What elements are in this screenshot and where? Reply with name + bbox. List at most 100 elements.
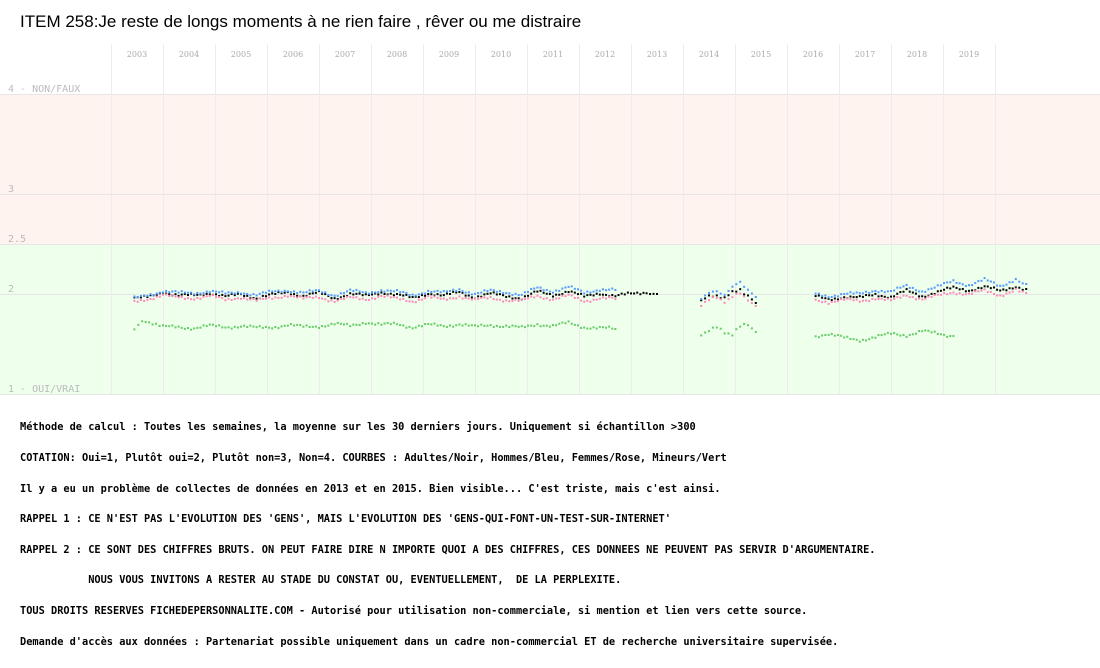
- data-point: [561, 294, 564, 297]
- data-point: [523, 297, 526, 300]
- data-point: [374, 323, 377, 326]
- data-point: [318, 289, 320, 292]
- data-point: [523, 291, 526, 294]
- data-point: [936, 293, 939, 296]
- data-point: [583, 292, 586, 295]
- data-point: [349, 292, 352, 295]
- data-point: [505, 292, 508, 295]
- data-point: [968, 292, 970, 295]
- data-point: [261, 294, 264, 297]
- chart-canvas: 4 - NON/FAUX 3 2.5 2 1 - OUI/VRAI 2003 2004 200…: [0, 12, 1100, 647]
- data-point: [735, 292, 738, 295]
- data-point: [964, 285, 967, 288]
- data-point: [1021, 288, 1024, 291]
- data-point: [392, 290, 395, 293]
- data-point: [193, 293, 196, 296]
- data-point: [498, 325, 501, 328]
- data-point: [177, 325, 180, 328]
- data-point: [595, 289, 598, 292]
- chart-title: ITEM 258:Je reste de longs moments à ne …: [20, 12, 582, 31]
- data-point: [205, 290, 208, 293]
- data-point: [483, 289, 486, 292]
- data-point: [1014, 278, 1017, 281]
- x-tick-label: 2008: [387, 50, 407, 59]
- data-point: [324, 293, 327, 296]
- data-point: [455, 289, 458, 292]
- data-point: [392, 294, 395, 297]
- data-point: [436, 293, 439, 296]
- data-point: [570, 285, 573, 288]
- data-point: [133, 295, 136, 298]
- data-point: [520, 298, 523, 301]
- data-point: [727, 294, 730, 297]
- data-point: [601, 326, 604, 329]
- data-point: [719, 292, 722, 295]
- data-point: [1021, 282, 1024, 285]
- data-point: [489, 295, 492, 298]
- data-point: [723, 296, 726, 299]
- data-point: [611, 296, 614, 299]
- data-point: [896, 296, 899, 299]
- data-point: [349, 296, 352, 299]
- data-point: [218, 295, 221, 298]
- data-point: [333, 323, 336, 326]
- data-point: [586, 299, 589, 302]
- data-point: [921, 295, 924, 298]
- data-point: [896, 286, 899, 289]
- data-point: [865, 299, 868, 302]
- data-point: [296, 323, 299, 326]
- data-point: [414, 294, 417, 297]
- data-point: [264, 295, 267, 298]
- data-point: [467, 297, 470, 300]
- data-point: [264, 291, 267, 294]
- data-point: [230, 298, 233, 301]
- data-point: [883, 333, 886, 336]
- data-point: [849, 291, 852, 294]
- data-point: [505, 299, 508, 302]
- data-point: [249, 297, 252, 300]
- data-point: [299, 324, 302, 327]
- data-point: [414, 301, 417, 304]
- data-point: [817, 292, 820, 295]
- data-point: [352, 290, 355, 293]
- data-point: [833, 294, 836, 297]
- data-point: [249, 324, 252, 327]
- data-point: [205, 295, 208, 298]
- data-point: [133, 299, 136, 302]
- data-point: [449, 292, 452, 295]
- data-point: [955, 293, 958, 296]
- data-point: [261, 297, 264, 300]
- data-point: [311, 290, 314, 293]
- data-point: [827, 297, 830, 300]
- data-point: [905, 284, 908, 287]
- data-point: [623, 293, 626, 296]
- data-point: [355, 292, 358, 295]
- data-point: [874, 298, 877, 301]
- data-point: [177, 291, 180, 294]
- data-point: [986, 285, 989, 288]
- data-point: [299, 290, 302, 293]
- data-point: [555, 324, 558, 327]
- data-point: [1011, 290, 1014, 293]
- data-point: [719, 297, 722, 300]
- data-point: [542, 291, 545, 294]
- x-tick-label: 2011: [543, 50, 563, 59]
- data-point: [539, 296, 542, 299]
- data-point: [221, 297, 224, 300]
- data-point: [168, 291, 171, 294]
- data-point: [502, 292, 505, 295]
- data-point: [502, 300, 505, 303]
- data-point: [933, 294, 936, 297]
- data-point: [364, 293, 367, 296]
- data-point: [215, 293, 218, 296]
- data-point: [614, 295, 617, 298]
- data-point: [996, 284, 999, 287]
- data-point: [952, 285, 955, 288]
- data-point: [626, 291, 629, 294]
- data-point: [392, 321, 395, 324]
- data-point: [314, 295, 317, 298]
- data-point: [271, 290, 274, 293]
- data-point: [567, 293, 570, 296]
- data-point: [464, 294, 467, 297]
- data-point: [133, 328, 136, 331]
